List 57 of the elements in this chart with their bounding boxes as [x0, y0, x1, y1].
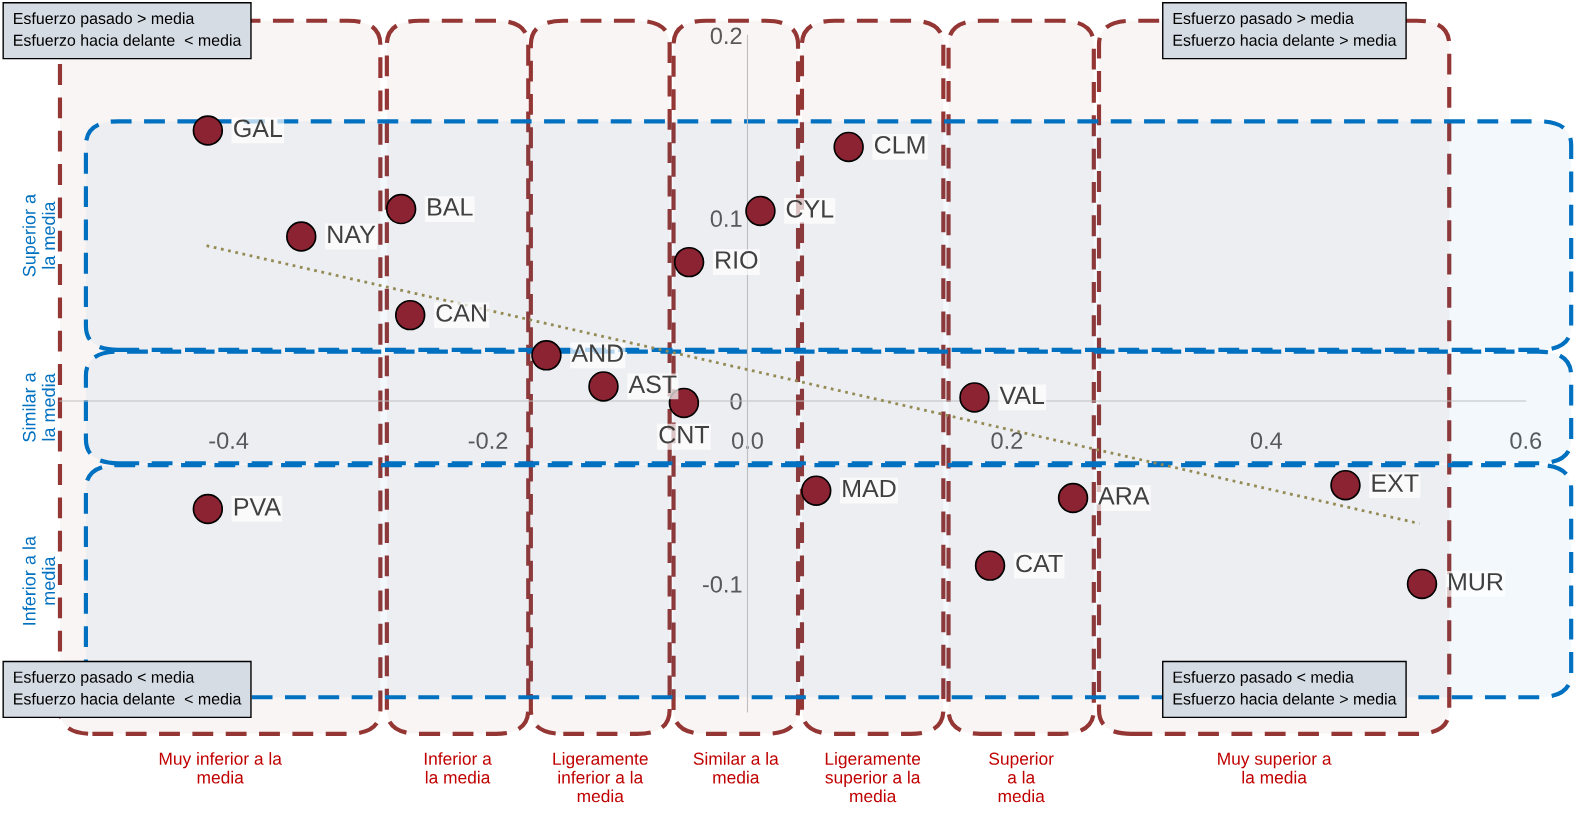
point: [833, 131, 864, 163]
y-tick-label: 0.1: [710, 210, 742, 228]
x-tick-label: -0.2: [468, 432, 508, 449]
band-label: Similar a la media: [22, 372, 56, 442]
annotation: Esfuerzo pasado < media Esfuerzo hacia delante < media: [14, 671, 242, 705]
data-label: GAL: [234, 119, 283, 138]
data-label: PVA: [234, 498, 281, 516]
point: [800, 475, 832, 506]
data-label: MAD: [843, 479, 896, 498]
annotation: Esfuerzo pasado < media Esfuerzo hacia delante > media: [1173, 671, 1397, 705]
x-tick-label: 0.6: [1510, 432, 1542, 449]
data-label: CAN: [436, 304, 486, 322]
data-label: RIO: [716, 251, 758, 269]
band-label: Superior a la media: [989, 752, 1054, 803]
y-tick-label: 0.2: [710, 27, 742, 45]
band-label: Muy inferior a la media: [159, 752, 282, 784]
band-label: Muy superior a la media: [1218, 752, 1332, 784]
x-tick-label: 0.2: [991, 432, 1023, 449]
point: [385, 193, 417, 225]
point: [286, 221, 317, 252]
annotation: Esfuerzo pasado > media Esfuerzo hacia delante > media: [1173, 12, 1397, 46]
band-label: Inferior a la media: [424, 752, 492, 784]
point: [974, 550, 1006, 581]
data-label: CNT: [659, 425, 710, 444]
data-label: CYL: [786, 199, 834, 218]
band-label: Ligeramente inferior a la media: [553, 752, 648, 803]
y-tick-label: -0.1: [702, 575, 742, 593]
data-label: BAL: [428, 198, 473, 216]
point: [673, 246, 705, 278]
data-label: NAY: [328, 225, 376, 243]
band-label: Superior a la media: [22, 193, 56, 277]
data-label: VAL: [999, 386, 1045, 404]
y-tick-label: 0: [730, 393, 742, 410]
point: [1330, 469, 1361, 501]
point: [745, 195, 776, 227]
point: [1057, 482, 1089, 514]
data-label: CLM: [874, 135, 925, 154]
point: [959, 382, 990, 413]
point: [192, 115, 224, 146]
band-label: Ligeramente superior a la media: [825, 752, 921, 803]
band-label: Inferior a la media: [22, 536, 56, 625]
data-label: MUR: [1449, 573, 1503, 591]
data-label: ARA: [1098, 487, 1150, 505]
point: [531, 340, 562, 371]
data-label: AND: [571, 344, 623, 362]
x-tick-label: 0.4: [1250, 432, 1283, 449]
x-tick-label: 0.0: [731, 432, 763, 449]
data-label: EXT: [1372, 474, 1419, 492]
point: [192, 493, 224, 525]
band-label: Similar a la media: [693, 752, 779, 784]
data-label: CAT: [1016, 554, 1063, 573]
x-tick-label: -0.4: [209, 432, 249, 449]
point: [394, 299, 426, 331]
point: [1406, 568, 1438, 600]
point: [588, 371, 619, 402]
data-label: AST: [628, 375, 677, 394]
annotation: Esfuerzo pasado > media Esfuerzo hacia delante < media: [14, 12, 242, 46]
